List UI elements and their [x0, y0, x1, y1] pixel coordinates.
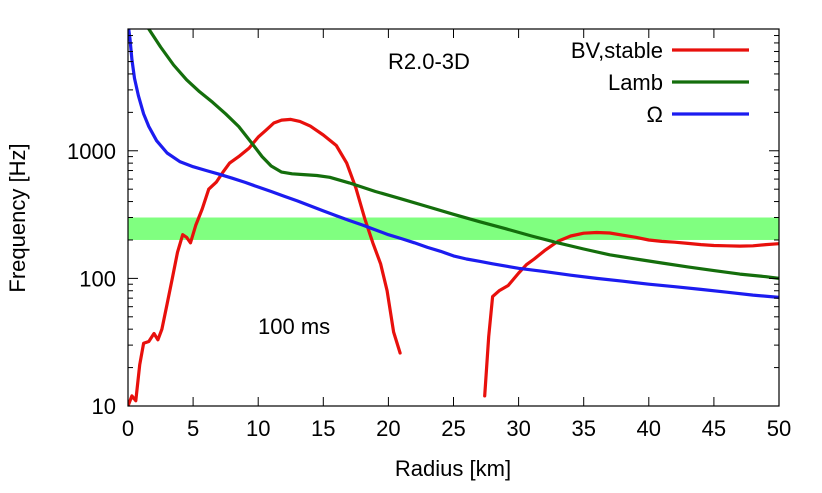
- x-tick-label: 40: [637, 416, 661, 441]
- x-tick-label: 5: [187, 416, 199, 441]
- y-tick-label: 1000: [67, 139, 116, 164]
- x-tick-label: 50: [767, 416, 791, 441]
- x-tick-label: 25: [441, 416, 465, 441]
- series-line-0-segment-1: [483, 230, 779, 398]
- legend-label: BV,stable: [571, 38, 663, 63]
- x-tick-label: 45: [702, 416, 726, 441]
- x-tick-label: 15: [311, 416, 335, 441]
- legend: BV,stable Lamb Ω: [571, 38, 749, 127]
- y-tick-label: 100: [79, 266, 116, 291]
- frequency-band: [128, 217, 779, 240]
- y-axis-title: Frequency [Hz]: [5, 143, 30, 292]
- x-axis-title: Radius [km]: [395, 456, 511, 481]
- legend-label: Lamb: [608, 70, 663, 95]
- x-tick-label: 20: [376, 416, 400, 441]
- x-tick-label: 10: [246, 416, 270, 441]
- x-tick-label: 30: [506, 416, 530, 441]
- time-annotation: 100 ms: [258, 314, 330, 339]
- series-line-2-segment-0: [128, 29, 779, 299]
- x-tick-label: 35: [571, 416, 595, 441]
- legend-label: Ω: [647, 102, 663, 127]
- model-annotation: R2.0-3D: [388, 49, 470, 74]
- y-tick-label: 10: [92, 394, 116, 419]
- x-tick-label: 0: [122, 416, 134, 441]
- series-line-0-segment-0: [128, 117, 402, 406]
- series-line-1-segment-0: [147, 29, 779, 280]
